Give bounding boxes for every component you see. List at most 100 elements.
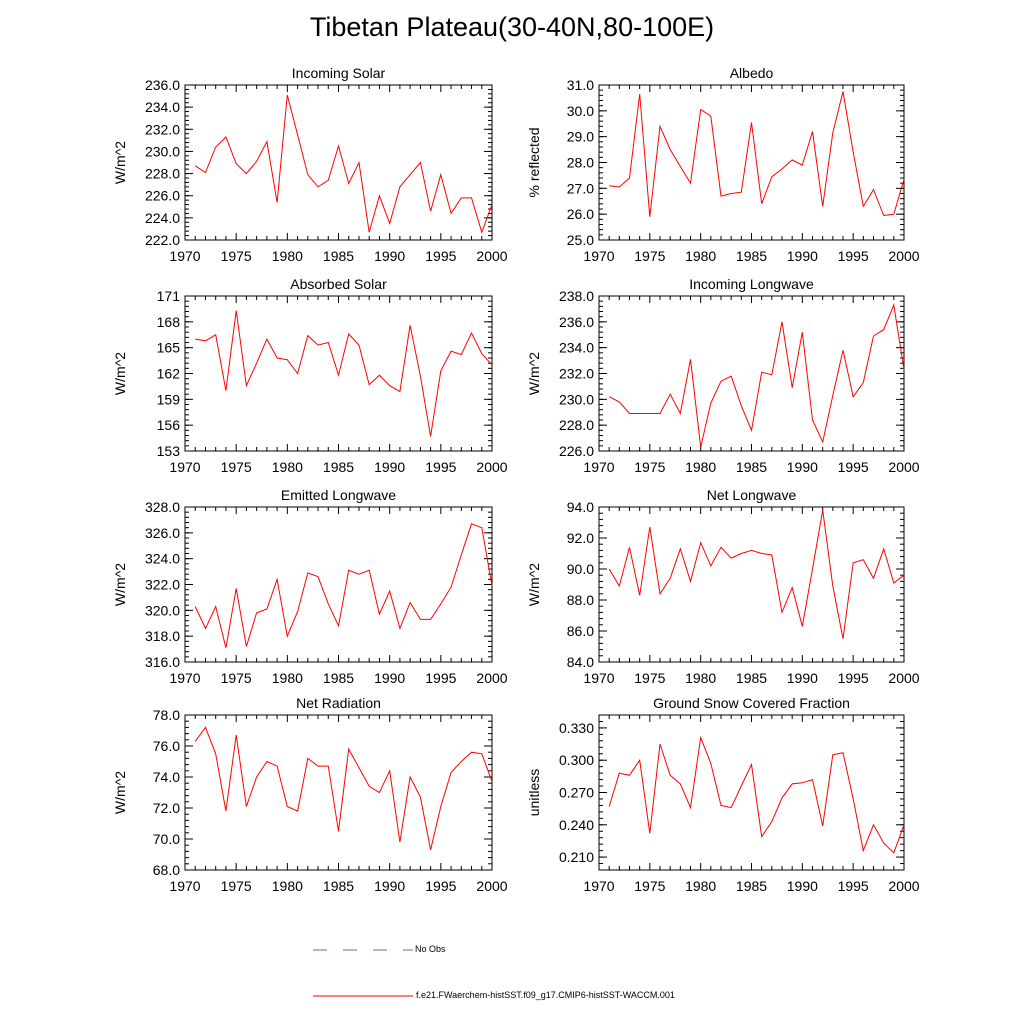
series-line <box>195 310 493 437</box>
y-tick-label: 230.0 <box>145 143 180 159</box>
plot-frame <box>598 714 905 871</box>
series-line <box>608 303 905 448</box>
y-tick-label: 236.0 <box>145 77 180 93</box>
x-tick-label: 2000 <box>476 248 507 264</box>
plot-frame <box>598 506 905 663</box>
y-tick-label: 236.0 <box>559 314 594 330</box>
x-tick-label: 1990 <box>787 248 818 264</box>
series-line <box>608 510 905 639</box>
x-tick-label: 1975 <box>634 459 665 475</box>
y-tick-label: 232.0 <box>559 366 594 382</box>
y-tick-label: 72.0 <box>153 800 180 816</box>
x-tick-label: 2000 <box>888 248 919 264</box>
y-tick-label: 78.0 <box>153 707 180 723</box>
chart-panel: Net Longwave W/m^2 1970 1975 1980 1985 1990 199… <box>526 487 920 686</box>
x-tick-label: 1990 <box>374 878 405 894</box>
x-tick-label: 1970 <box>583 248 614 264</box>
x-tick-label: 1975 <box>221 459 252 475</box>
x-tick-label: 1990 <box>374 670 405 686</box>
x-tick-label: 1995 <box>838 878 869 894</box>
x-tick-label: 1995 <box>425 248 456 264</box>
x-tick-label: 2000 <box>476 878 507 894</box>
series-line <box>194 726 493 851</box>
x-tick-label: 1980 <box>272 459 303 475</box>
x-tick-label: 1970 <box>169 670 200 686</box>
x-tick-label: 1970 <box>583 670 614 686</box>
x-tick-label: 1970 <box>583 878 614 894</box>
panel-title: Incoming Solar <box>292 65 386 81</box>
legend-model-label: f.e21.FWaerchem-histSST.f09_g17.CMIP6-hi… <box>416 990 675 1000</box>
y-axis-label: W/m^2 <box>526 563 542 606</box>
x-tick-label: 1970 <box>169 459 200 475</box>
x-tick-label: 1985 <box>736 248 767 264</box>
x-tick-label: 1995 <box>425 670 456 686</box>
panel-title: Net Radiation <box>296 695 381 711</box>
panel-title: Incoming Longwave <box>689 276 814 292</box>
y-tick-label: 31.0 <box>567 77 594 93</box>
figure-title: Tibetan Plateau(30-40N,80-100E) <box>309 12 715 42</box>
y-tick-label: 222.0 <box>145 232 180 248</box>
y-tick-label: 25.0 <box>567 232 594 248</box>
x-tick-label: 2000 <box>888 670 919 686</box>
y-tick-label: 326.0 <box>145 525 180 541</box>
x-tick-label: 2000 <box>476 670 507 686</box>
y-tick-label: 224.0 <box>145 210 180 226</box>
x-tick-label: 1970 <box>583 459 614 475</box>
panel-title: Albedo <box>730 65 774 81</box>
plot-frame <box>598 84 905 241</box>
y-tick-label: 76.0 <box>153 738 180 754</box>
panel-title: Emitted Longwave <box>281 487 396 503</box>
x-tick-label: 1975 <box>634 878 665 894</box>
x-tick-label: 1985 <box>736 459 767 475</box>
chart-panel: Albedo % reflected 1970 1975 1980 1985 1990 199… <box>526 65 920 264</box>
y-tick-label: 26.0 <box>567 206 594 222</box>
y-tick-label: 232.0 <box>145 121 180 137</box>
y-axis-label: W/m^2 <box>112 352 128 395</box>
y-tick-label: 226.0 <box>559 443 594 459</box>
y-tick-label: 238.0 <box>559 288 594 304</box>
panel-title: Absorbed Solar <box>290 276 387 292</box>
x-tick-label: 1980 <box>272 248 303 264</box>
y-tick-label: 320.0 <box>145 602 180 618</box>
y-tick-label: 70.0 <box>153 831 180 847</box>
panel-title: Net Longwave <box>707 487 797 503</box>
x-tick-label: 1995 <box>425 878 456 894</box>
x-tick-label: 1990 <box>787 459 818 475</box>
chart-panel: Incoming Longwave W/m^2 1970 1975 1980 1985 19… <box>526 276 920 475</box>
x-tick-label: 1980 <box>272 670 303 686</box>
y-tick-label: 316.0 <box>145 654 180 670</box>
y-tick-label: 162 <box>157 366 181 382</box>
y-tick-label: 322.0 <box>145 577 180 593</box>
x-tick-label: 1985 <box>736 670 767 686</box>
x-tick-label: 1985 <box>323 878 354 894</box>
series-line <box>194 94 493 234</box>
x-tick-label: 1995 <box>425 459 456 475</box>
y-tick-label: 159 <box>157 391 181 407</box>
y-axis-label: unitless <box>526 769 542 816</box>
x-tick-label: 1990 <box>374 459 405 475</box>
x-tick-label: 1990 <box>374 248 405 264</box>
x-tick-label: 1995 <box>838 459 869 475</box>
y-tick-label: 234.0 <box>559 340 594 356</box>
chart-panel: Ground Snow Covered Fraction unitless 1970… <box>526 695 920 894</box>
x-tick-label: 1985 <box>323 459 354 475</box>
y-tick-label: 90.0 <box>567 561 594 577</box>
x-tick-label: 1970 <box>169 878 200 894</box>
chart-panel: Emitted Longwave W/m^2 1970 1975 1980 1985 199… <box>112 487 508 686</box>
x-tick-label: 1985 <box>323 248 354 264</box>
x-tick-label: 1980 <box>685 670 716 686</box>
x-tick-label: 1975 <box>221 878 252 894</box>
y-tick-label: 228.0 <box>559 417 594 433</box>
y-axis-label: % reflected <box>526 127 542 197</box>
legend <box>313 949 413 997</box>
y-tick-label: 74.0 <box>153 769 180 785</box>
x-tick-label: 1975 <box>221 248 252 264</box>
y-axis-label: W/m^2 <box>112 141 128 184</box>
x-tick-label: 2000 <box>476 459 507 475</box>
y-tick-label: 171 <box>157 288 181 304</box>
x-tick-label: 1995 <box>838 248 869 264</box>
x-tick-label: 1985 <box>736 878 767 894</box>
y-tick-label: 0.270 <box>559 785 594 801</box>
x-tick-label: 1975 <box>221 670 252 686</box>
